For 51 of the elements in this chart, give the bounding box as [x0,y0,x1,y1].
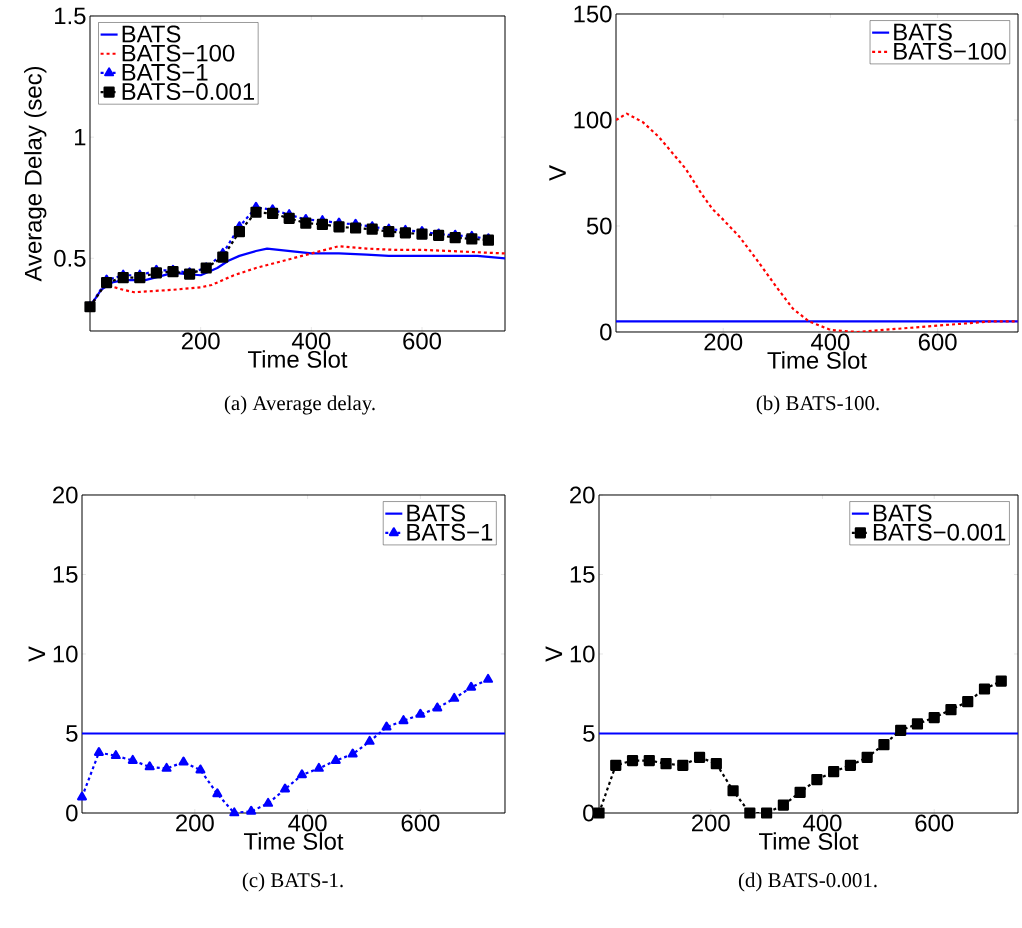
text: (c) BATS-1. [242,872,343,892]
x-tick-label: 400 [803,814,842,832]
x-tick-label: 600 [915,814,954,832]
x-axis-title: Time Slot [759,832,859,850]
x-tick-label: 200 [176,814,214,832]
y-tick-label: 5 [583,725,595,742]
y-tick-label: 100 [574,111,612,129]
x-tick-label: 400 [288,814,327,832]
legend-label: BATS [122,25,181,43]
legend-label: BATS [873,504,932,522]
text: (b) BATS-100. [756,395,879,415]
x-tick-label: 600 [401,814,440,832]
y-tick-label: 10 [53,645,78,663]
x-axis-title: Time Slot [767,351,867,369]
y-tick-label: 15 [570,566,595,583]
y-axis-title: Average Delay (sec) [24,66,47,282]
y-tick-label: 0 [66,804,78,822]
legend-label: BATS [407,504,465,522]
y-tick-label: 1 [75,128,86,146]
legend-label: BATS−100 [894,42,1006,60]
x-tick-label: 600 [403,332,441,350]
y-axis-title: V [28,646,46,662]
x-tick-label: 400 [811,333,850,351]
y-tick-label: 1.5 [55,7,86,25]
y-tick-label: 15 [53,566,78,583]
text: (a) Average delay. [224,395,375,415]
x-axis-title: Time Slot [243,832,344,850]
y-tick-label: 150 [574,5,612,23]
text: (d) BATS-0.001. [738,872,877,892]
y-tick-label: 50 [586,217,612,235]
x-tick-label: 200 [704,333,743,351]
y-tick-label: 5 [66,725,78,742]
x-tick-label: 400 [291,332,331,350]
y-axis-title: V [549,165,566,181]
y-tick-label: 0 [583,804,595,822]
legend-label: BATS−100 [122,44,235,62]
legend-label: BATS−1 [122,63,208,81]
x-tick-label: 600 [918,333,957,351]
y-tick-label: 20 [570,486,595,504]
x-axis-title: Time Slot [247,350,348,368]
x-tick-label: 200 [692,814,730,832]
y-tick-label: 0 [600,323,612,341]
y-tick-label: 0.5 [54,249,86,267]
y-axis-title: V [545,646,563,662]
legend-label: BATS−1 [407,523,493,541]
y-tick-label: 10 [570,645,595,663]
legend-label: BATS [894,23,952,41]
legend-label: BATS−0.001 [122,83,254,100]
x-tick-label: 200 [181,332,220,350]
y-tick-label: 20 [53,486,78,504]
legend-label: BATS−0.001 [873,523,1006,541]
